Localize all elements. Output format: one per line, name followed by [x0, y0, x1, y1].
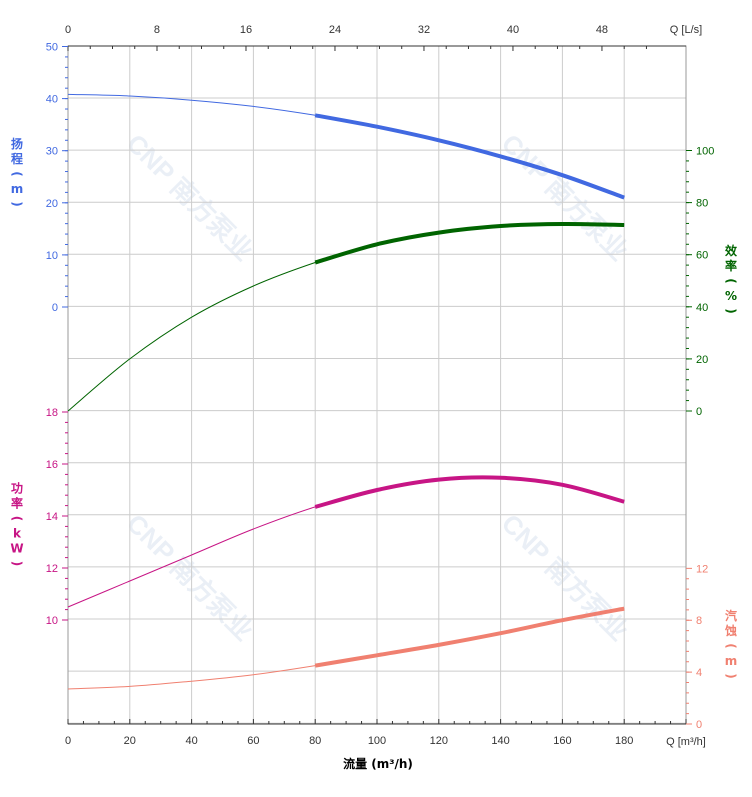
- x2-tick-label: 0: [65, 24, 71, 36]
- x-axis-unit-label: Q [m³/h]: [666, 736, 706, 748]
- x-tick-label: 20: [124, 735, 136, 747]
- x-tick-label: 160: [553, 735, 571, 747]
- efficiency-tick-label: 40: [696, 302, 708, 314]
- head-tick-label: 40: [46, 94, 58, 106]
- npsh-axis-title: 蚀: [724, 623, 737, 638]
- head-tick-label: 20: [46, 198, 58, 210]
- efficiency-tick-label: 20: [696, 354, 708, 366]
- efficiency-tick-label: 0: [696, 406, 702, 418]
- x-tick-label: 100: [368, 735, 386, 747]
- x-tick-label: 40: [185, 735, 197, 747]
- efficiency-tick-label: 100: [696, 146, 714, 158]
- power-tick-label: 18: [46, 407, 58, 419]
- x-tick-label: 60: [247, 735, 259, 747]
- power-curve-operating: [314, 475, 625, 509]
- power-axis-title: k: [13, 527, 22, 541]
- head-tick-label: 30: [46, 146, 58, 158]
- x2-tick-label: 40: [507, 24, 519, 36]
- npsh-tick-label: 8: [696, 615, 702, 627]
- efficiency-axis-title: 率: [725, 258, 737, 273]
- power-tick-label: 14: [46, 511, 58, 523]
- x2-tick-label: 16: [240, 24, 252, 36]
- head-tick-label: 0: [52, 302, 58, 314]
- efficiency-curve-operating: [314, 221, 625, 265]
- head-curve-operating: [314, 113, 625, 200]
- power-axis-title: W: [10, 542, 23, 556]
- efficiency-tick-label: 60: [696, 250, 708, 262]
- x2-tick-label: 24: [329, 24, 341, 36]
- curves-layer: [67, 93, 625, 690]
- power-axis-title: ): [10, 561, 24, 566]
- x-tick-label: 180: [615, 735, 633, 747]
- head-tick-label: 50: [46, 42, 58, 54]
- npsh-axis-title: 汽: [725, 608, 737, 623]
- power-tick-label: 16: [46, 459, 58, 471]
- npsh-axis-title: ): [724, 673, 738, 678]
- npsh-curve-operating: [314, 606, 625, 668]
- power-axis-title: 功: [11, 481, 23, 496]
- head-axis-title: 程: [11, 151, 23, 166]
- npsh-axis-title: m: [725, 654, 738, 668]
- x2-tick-label: 8: [154, 24, 160, 36]
- head-axis-title: ): [10, 201, 24, 206]
- power-axis-title: 率: [11, 496, 23, 511]
- x2-axis-unit-label: Q [L/s]: [670, 24, 702, 36]
- efficiency-tick-label: 80: [696, 198, 708, 210]
- npsh-tick-label: 4: [696, 667, 702, 679]
- power-tick-label: 10: [46, 615, 58, 627]
- efficiency-axis-title: ): [724, 308, 738, 313]
- x-tick-label: 80: [309, 735, 321, 747]
- npsh-tick-label: 12: [696, 563, 708, 575]
- x2-tick-label: 32: [418, 24, 430, 36]
- x-tick-label: 120: [430, 735, 448, 747]
- power-axis-title: (: [10, 516, 24, 521]
- x-tick-label: 0: [65, 735, 71, 747]
- efficiency-axis-title: (: [724, 278, 738, 283]
- grid-lines: [68, 46, 686, 724]
- efficiency-axis-title: %: [725, 289, 737, 303]
- head-axis-title: (: [10, 171, 24, 176]
- efficiency-axis-title: 效: [725, 243, 738, 258]
- head-axis-title: m: [11, 182, 24, 196]
- x-tick-label: 140: [491, 735, 509, 747]
- power-tick-label: 12: [46, 563, 58, 575]
- head-axis-title: 扬: [11, 136, 23, 151]
- npsh-axis-title: (: [724, 643, 738, 648]
- npsh-tick-label: 0: [696, 719, 702, 731]
- x-axis-title: 流量 (m³/h): [343, 756, 413, 771]
- x2-tick-label: 48: [596, 24, 608, 36]
- head-tick-label: 10: [46, 250, 58, 262]
